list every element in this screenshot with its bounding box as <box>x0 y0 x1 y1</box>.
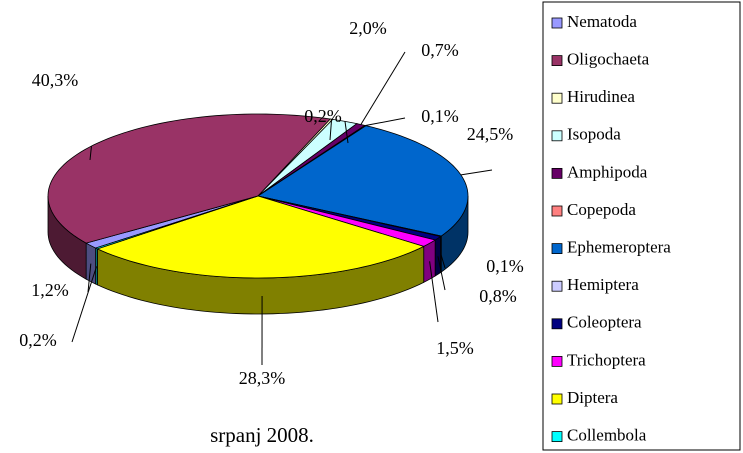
legend-swatch <box>551 280 563 292</box>
data-label: 1,5% <box>436 338 474 358</box>
data-label: 0,2% <box>19 330 57 350</box>
legend-label: Coleoptera <box>567 313 642 332</box>
legend-label: Nematoda <box>567 12 637 31</box>
legend-swatch <box>551 431 563 443</box>
legend-swatch <box>551 355 563 367</box>
data-label: 28,3% <box>239 368 286 388</box>
leader-line <box>329 119 333 141</box>
legend-label: Diptera <box>567 388 618 407</box>
leader-line <box>365 117 406 127</box>
data-label: 24,5% <box>467 124 514 144</box>
data-label: 40,3% <box>32 70 79 90</box>
leader-line <box>429 261 439 323</box>
leader-line <box>344 121 349 144</box>
leader-line <box>89 145 92 161</box>
legend-label: Hirudinea <box>567 87 635 106</box>
chart-title: srpanj 2008. <box>210 423 314 447</box>
legend-label: Amphipoda <box>567 162 648 181</box>
slice <box>96 195 425 279</box>
legend <box>542 1 741 451</box>
legend-label: Ephemeroptera <box>567 238 671 257</box>
legend-swatch <box>551 318 563 330</box>
legend-swatch <box>551 243 563 255</box>
slice-side <box>95 247 98 286</box>
legend-swatch <box>551 393 563 405</box>
slice <box>94 195 259 250</box>
data-label: 2,0% <box>349 18 387 38</box>
data-label: 0,1% <box>486 256 524 276</box>
legend-label: Trichoptera <box>567 350 646 369</box>
legend-swatch <box>551 167 563 179</box>
legend-swatch <box>551 92 563 104</box>
legend-label: Copepoda <box>567 200 636 219</box>
legend-swatch <box>551 55 563 66</box>
leader-line <box>360 51 406 125</box>
legend-swatch <box>551 17 563 29</box>
leader-line <box>440 254 446 269</box>
slice <box>256 125 469 237</box>
leader-line <box>460 169 493 176</box>
legend-label: Oligochaeta <box>567 50 650 69</box>
leader-line <box>437 256 446 291</box>
data-label: 0,8% <box>479 286 517 306</box>
data-label: 1,2% <box>31 280 69 300</box>
slice-side <box>423 239 436 284</box>
legend-label: Hemiptera <box>567 275 639 294</box>
legend-label: Collembola <box>567 426 647 445</box>
legend-label: Isopoda <box>567 125 621 144</box>
legend-swatch <box>551 130 563 142</box>
legend-swatch <box>551 205 563 217</box>
data-label: 0,2% <box>304 106 342 126</box>
slice-side <box>434 235 441 277</box>
slice-side <box>85 242 97 285</box>
data-label: 0,1% <box>421 106 459 126</box>
leader-line <box>71 266 98 343</box>
leader-line <box>87 263 92 293</box>
data-label: 0,7% <box>421 40 459 60</box>
